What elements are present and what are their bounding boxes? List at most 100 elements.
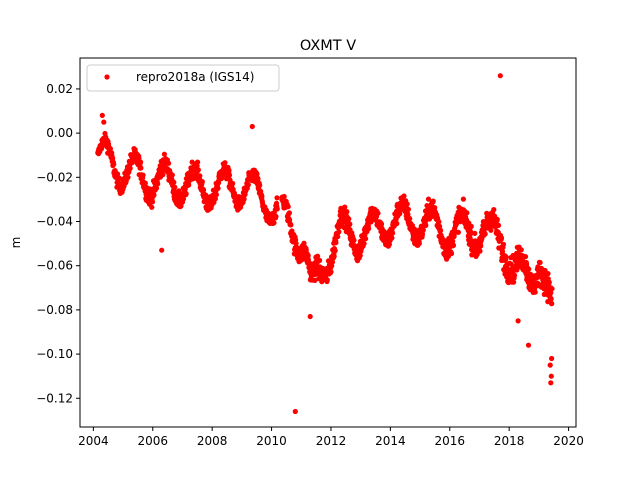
data-point <box>375 210 381 216</box>
y-axis-label: m <box>9 237 23 249</box>
data-point <box>125 174 131 180</box>
data-point <box>478 243 484 249</box>
data-point <box>405 211 411 217</box>
data-point <box>423 222 429 228</box>
y-axis: 0.02 0.00 −0.02 −0.04 −0.06 −0.08 −0.10 −0.12 <box>36 82 80 405</box>
y-tick-label: −0.06 <box>36 259 73 273</box>
outlier-point <box>292 408 298 415</box>
data-point <box>548 296 554 302</box>
data-point <box>195 159 201 165</box>
data-point <box>425 196 432 202</box>
data-point <box>153 185 160 191</box>
data-point <box>432 205 438 211</box>
data-point <box>189 172 195 178</box>
data-point <box>437 223 443 229</box>
x-tick-label: 2004 <box>78 434 109 448</box>
data-point <box>149 199 156 205</box>
data-point <box>226 172 233 178</box>
data-point <box>537 259 543 266</box>
data-point <box>500 241 507 247</box>
plot-frame <box>79 57 577 428</box>
data-point <box>416 240 422 247</box>
data-point <box>180 196 187 202</box>
data-point <box>245 182 251 188</box>
data-point <box>499 248 506 254</box>
data-point <box>448 250 455 257</box>
data-point <box>172 184 178 190</box>
outlier-point <box>548 373 554 379</box>
y-tick-label: −0.04 <box>36 215 73 229</box>
y-tick-label: −0.12 <box>36 391 73 405</box>
data-point <box>366 226 372 232</box>
data-point <box>494 216 500 222</box>
data-point <box>312 277 318 283</box>
data-point <box>212 196 218 202</box>
data-point <box>200 187 207 193</box>
data-point <box>222 160 228 166</box>
data-point <box>329 259 336 265</box>
data-point <box>386 241 392 247</box>
data-point <box>522 254 529 260</box>
data-point <box>110 155 116 161</box>
data-point <box>178 203 184 209</box>
data-point <box>404 201 410 207</box>
data-point <box>347 221 353 227</box>
data-point <box>127 165 133 171</box>
data-point <box>230 180 236 187</box>
data-point <box>285 204 291 210</box>
data-point <box>111 161 117 167</box>
x-tick-label: 2018 <box>494 434 525 448</box>
data-point <box>199 179 205 185</box>
data-point <box>491 207 497 213</box>
data-point <box>183 191 189 197</box>
data-point <box>140 172 146 178</box>
outlier-point <box>497 73 503 79</box>
data-point <box>160 172 166 178</box>
data-point <box>328 269 334 275</box>
data-point <box>450 242 457 248</box>
data-point <box>482 231 488 237</box>
x-tick-label: 2008 <box>197 434 228 448</box>
data-point <box>346 216 352 222</box>
data-point <box>526 266 532 272</box>
data-point <box>548 290 554 296</box>
data-point <box>545 271 551 277</box>
data-point <box>336 229 342 235</box>
outlier-point <box>547 362 553 368</box>
data-point <box>363 236 369 242</box>
data-point <box>450 238 456 244</box>
data-point <box>407 216 413 222</box>
data-point <box>305 252 311 259</box>
y-tick-label: −0.02 <box>36 170 73 184</box>
data-point <box>460 196 466 202</box>
legend-marker <box>104 74 110 80</box>
data-point <box>389 235 395 241</box>
outlier-point <box>159 247 165 253</box>
data-point <box>273 213 279 220</box>
data-point <box>430 198 436 204</box>
data-point <box>331 253 337 259</box>
data-point <box>166 160 172 166</box>
data-point <box>257 182 263 188</box>
data-point <box>495 222 502 228</box>
data-point <box>518 247 524 253</box>
x-tick-label: 2006 <box>137 434 168 448</box>
data-point <box>259 193 265 199</box>
data-point <box>176 188 182 194</box>
data-point <box>390 230 396 236</box>
y-tick-label: 0.00 <box>46 126 73 140</box>
data-point <box>411 226 417 232</box>
y-tick-label: 0.02 <box>46 82 73 96</box>
data-point <box>215 185 221 191</box>
data-point <box>317 257 323 263</box>
data-point <box>378 221 385 227</box>
data-point <box>401 193 407 199</box>
data-point <box>549 301 555 307</box>
data-point <box>332 248 338 254</box>
data-point <box>315 253 321 259</box>
data-point <box>138 159 144 165</box>
data-point <box>351 237 357 243</box>
data-point <box>508 261 514 267</box>
data-point <box>115 171 121 177</box>
